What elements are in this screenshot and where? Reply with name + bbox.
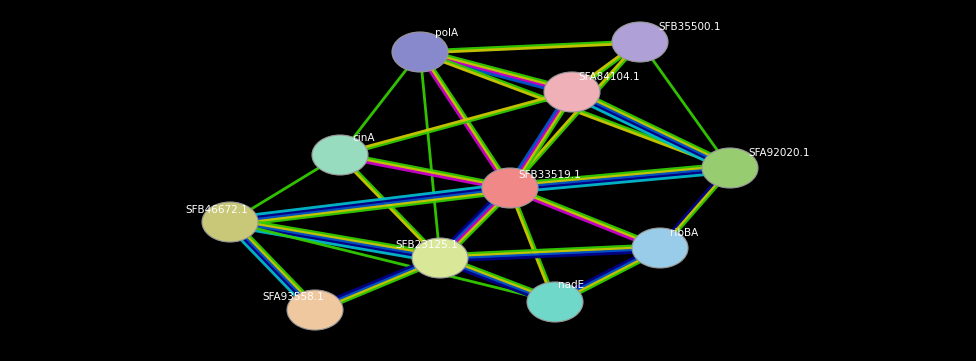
Text: ribBA: ribBA xyxy=(670,228,698,238)
Ellipse shape xyxy=(544,72,600,112)
Ellipse shape xyxy=(287,290,343,330)
Text: SFB46672.1: SFB46672.1 xyxy=(185,205,248,215)
Ellipse shape xyxy=(702,148,758,188)
Text: nadE: nadE xyxy=(558,280,584,290)
Ellipse shape xyxy=(412,238,468,278)
Ellipse shape xyxy=(612,22,668,62)
Text: SFB33519.1: SFB33519.1 xyxy=(518,170,581,180)
Ellipse shape xyxy=(202,202,258,242)
Ellipse shape xyxy=(482,168,538,208)
Text: SFA92020.1: SFA92020.1 xyxy=(748,148,809,158)
Text: SFA84104.1: SFA84104.1 xyxy=(578,72,639,82)
Text: cinA: cinA xyxy=(352,133,375,143)
Ellipse shape xyxy=(392,32,448,72)
Ellipse shape xyxy=(527,282,583,322)
Text: polA: polA xyxy=(435,28,458,38)
Ellipse shape xyxy=(632,228,688,268)
Text: SFA93558.1: SFA93558.1 xyxy=(262,292,324,302)
Text: SFB35500.1: SFB35500.1 xyxy=(658,22,720,32)
Text: SFB23125.1: SFB23125.1 xyxy=(395,240,458,250)
Ellipse shape xyxy=(312,135,368,175)
